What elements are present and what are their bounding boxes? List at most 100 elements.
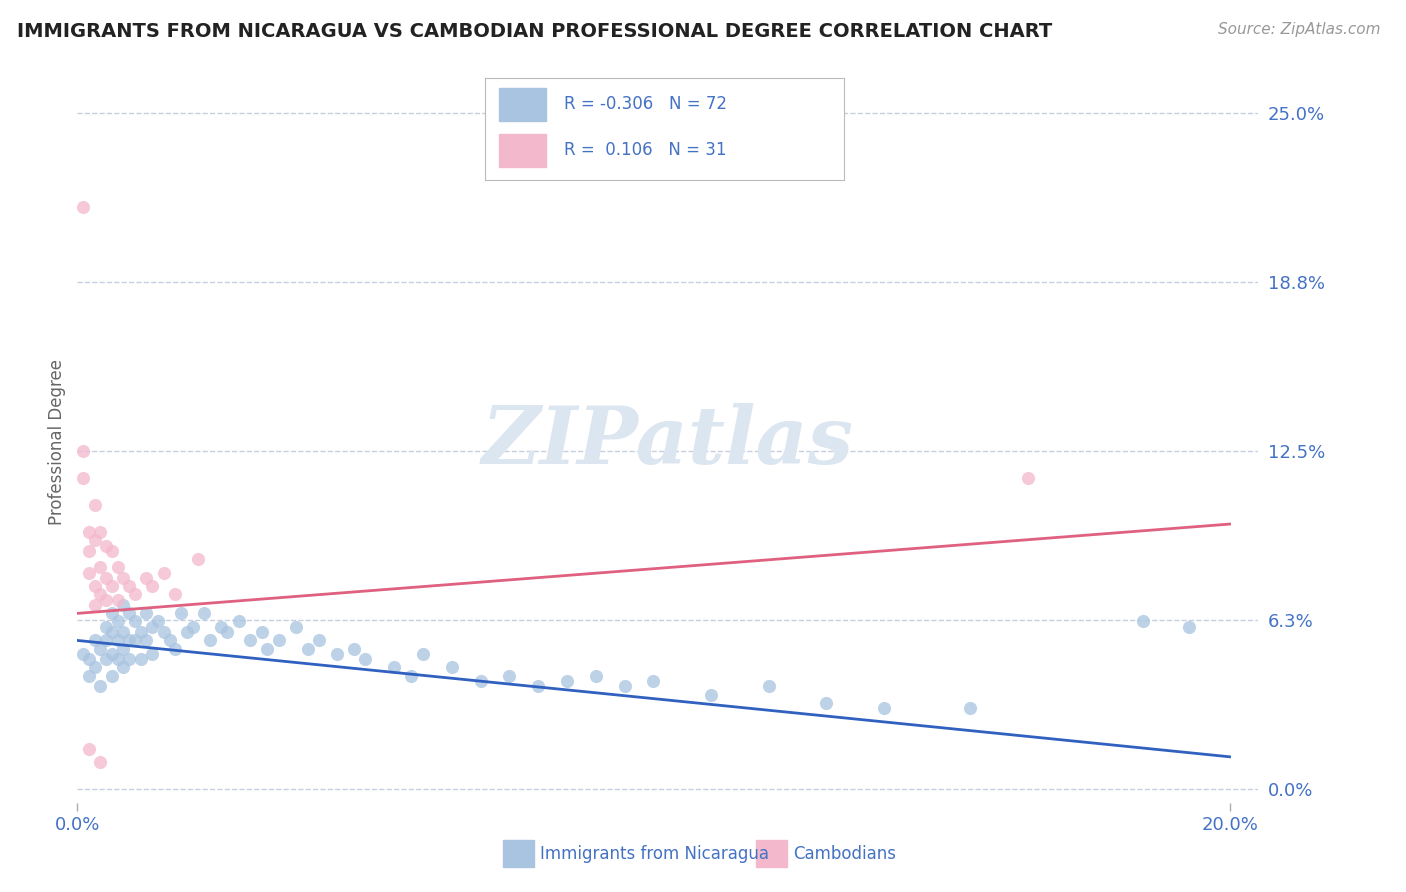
Point <box>77 741 100 756</box>
Point <box>112 571 135 585</box>
Text: Source: ZipAtlas.com: Source: ZipAtlas.com <box>1218 22 1381 37</box>
Point <box>72 444 94 458</box>
Point <box>250 625 273 640</box>
Point <box>89 587 111 601</box>
Point <box>89 525 111 540</box>
Point <box>700 688 723 702</box>
Point <box>815 696 838 710</box>
Point <box>94 620 117 634</box>
Point <box>1017 471 1039 485</box>
Text: R = -0.306   N = 72: R = -0.306 N = 72 <box>564 95 727 113</box>
Point <box>124 633 146 648</box>
Point <box>83 633 105 648</box>
Point <box>89 641 111 656</box>
Point <box>107 560 129 574</box>
Point <box>77 566 100 580</box>
Point <box>354 652 377 666</box>
Point <box>129 625 152 640</box>
Point <box>181 620 204 634</box>
Point <box>643 673 665 688</box>
Point <box>107 633 129 648</box>
Point <box>83 579 105 593</box>
Point <box>165 641 187 656</box>
Text: IMMIGRANTS FROM NICARAGUA VS CAMBODIAN PROFESSIONAL DEGREE CORRELATION CHART: IMMIGRANTS FROM NICARAGUA VS CAMBODIAN P… <box>17 22 1052 41</box>
Point <box>101 544 124 558</box>
Point <box>146 615 169 629</box>
Point <box>152 566 174 580</box>
Point <box>118 579 141 593</box>
Point <box>94 539 117 553</box>
Point <box>77 668 100 682</box>
Bar <box>499 87 546 120</box>
Point <box>141 620 163 634</box>
Point <box>152 625 174 640</box>
Point <box>107 592 129 607</box>
Point <box>165 587 187 601</box>
Bar <box>499 134 546 167</box>
Point <box>135 633 157 648</box>
Point <box>170 607 193 621</box>
Point <box>239 633 262 648</box>
Point <box>124 587 146 601</box>
Point <box>135 571 157 585</box>
Point <box>94 633 117 648</box>
Point <box>118 633 141 648</box>
Point <box>118 607 141 621</box>
Point <box>527 680 550 694</box>
Point <box>382 660 405 674</box>
Point <box>72 471 94 485</box>
Y-axis label: Professional Degree: Professional Degree <box>48 359 66 524</box>
Point <box>94 571 117 585</box>
Point <box>498 668 520 682</box>
Point <box>89 560 111 574</box>
Point <box>343 641 366 656</box>
Point <box>107 615 129 629</box>
Point <box>267 633 290 648</box>
Point <box>1178 620 1201 634</box>
Point <box>72 647 94 661</box>
Point <box>77 525 100 540</box>
Point <box>107 652 129 666</box>
Text: ZIPatlas: ZIPatlas <box>482 403 853 480</box>
Point <box>101 668 124 682</box>
Point <box>159 633 181 648</box>
Point <box>873 701 896 715</box>
Text: R =  0.106   N = 31: R = 0.106 N = 31 <box>564 142 727 160</box>
Point <box>83 498 105 512</box>
Point <box>83 599 105 613</box>
Point <box>470 673 492 688</box>
Point <box>141 579 163 593</box>
Point <box>112 641 135 656</box>
Point <box>1132 615 1154 629</box>
Point <box>198 633 221 648</box>
Point <box>228 615 250 629</box>
Point <box>401 668 423 682</box>
Point <box>124 615 146 629</box>
Point <box>176 625 198 640</box>
Point <box>555 673 578 688</box>
Point <box>94 592 117 607</box>
Point <box>141 647 163 661</box>
Point <box>217 625 239 640</box>
Point <box>129 652 152 666</box>
Point <box>308 633 330 648</box>
Point <box>94 652 117 666</box>
Point <box>440 660 463 674</box>
Point <box>112 625 135 640</box>
Point <box>112 599 135 613</box>
Point <box>585 668 607 682</box>
Point <box>613 680 636 694</box>
Point <box>285 620 308 634</box>
Point <box>959 701 981 715</box>
Point <box>101 607 124 621</box>
Point <box>209 620 232 634</box>
Point <box>758 680 780 694</box>
Point <box>193 607 215 621</box>
Point <box>297 641 319 656</box>
Point <box>325 647 347 661</box>
Text: Immigrants from Nicaragua: Immigrants from Nicaragua <box>540 845 769 863</box>
Point <box>77 544 100 558</box>
Point <box>83 533 105 548</box>
Point <box>89 755 111 769</box>
Text: Cambodians: Cambodians <box>793 845 896 863</box>
